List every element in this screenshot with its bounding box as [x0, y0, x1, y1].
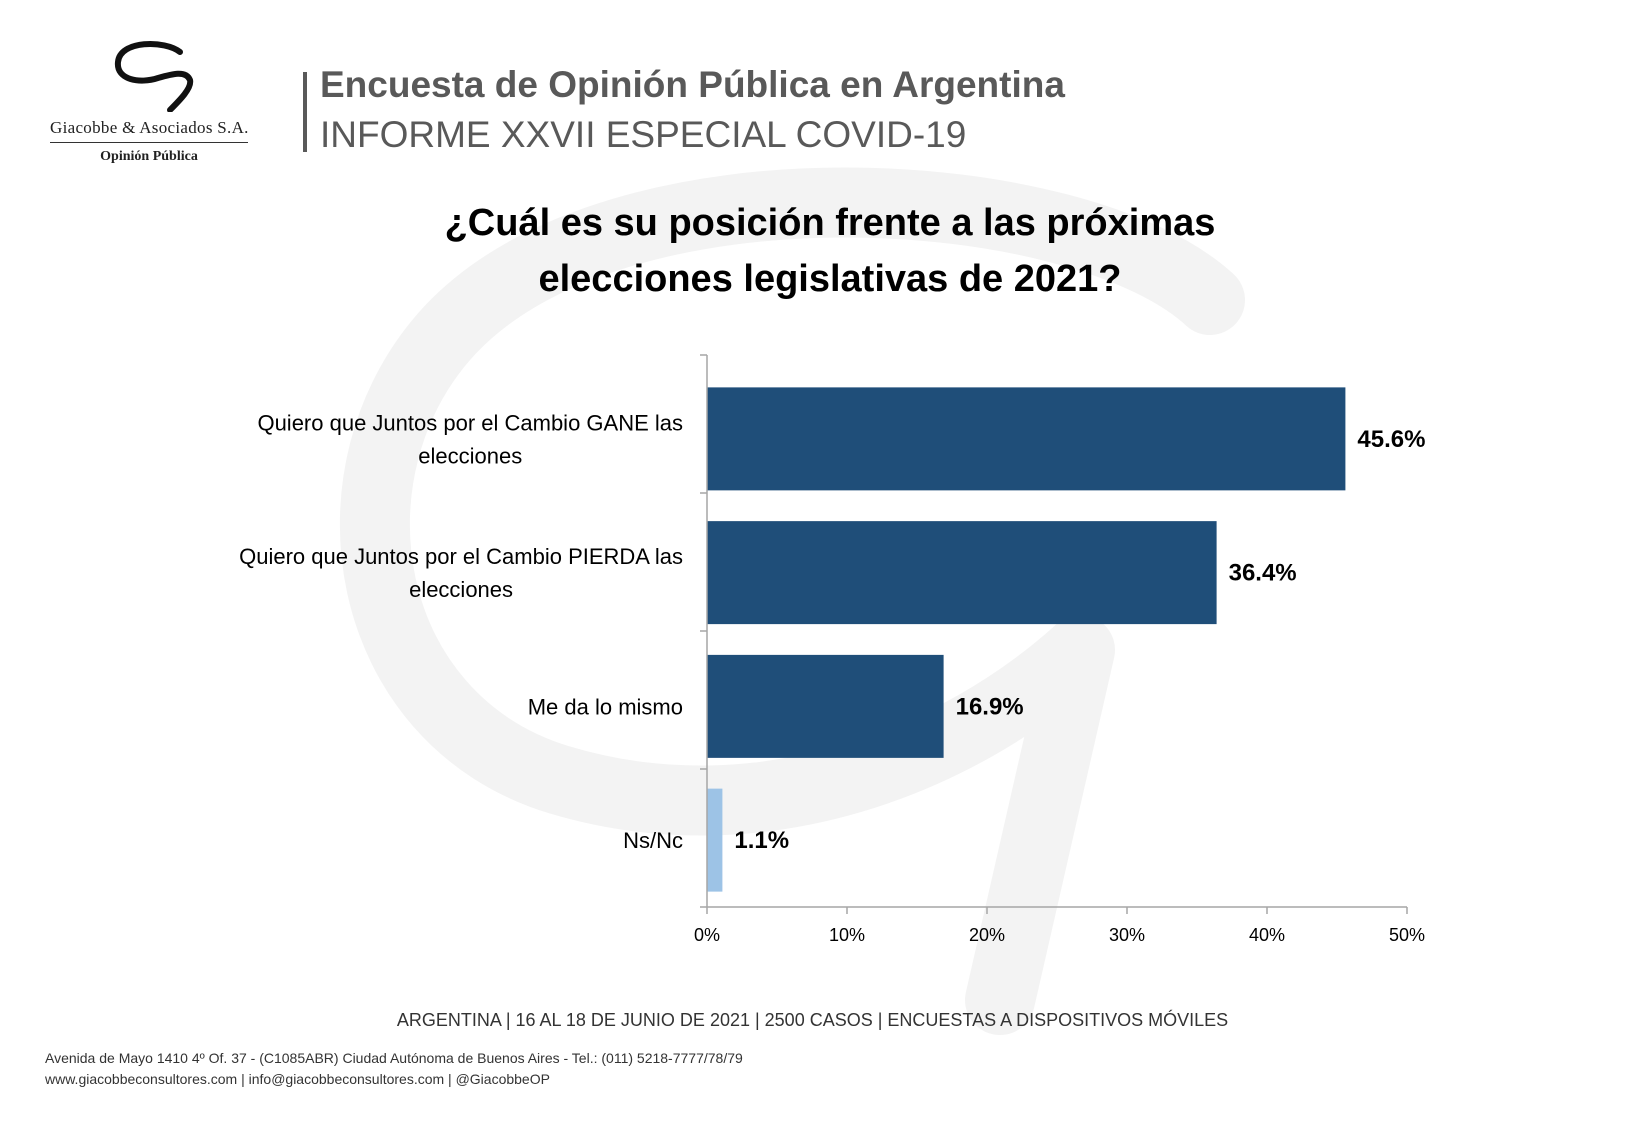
company-name: Giacobbe & Asociados S.A.: [50, 118, 249, 137]
category-label-3: Ns/Nc: [623, 828, 683, 853]
bar-3: [707, 788, 723, 892]
x-tick-label-1: 10%: [829, 925, 865, 945]
category-label-1: Quiero que Juntos por el Cambio PIERDA l…: [239, 544, 683, 602]
category-label-0: Quiero que Juntos por el Cambio GANE las…: [257, 410, 683, 468]
x-tick-label-2: 20%: [969, 925, 1005, 945]
data-label-1: 36.4%: [1229, 560, 1297, 587]
data-label-3: 1.1%: [734, 827, 789, 854]
category-label-0-line-0: Quiero que Juntos por el Cambio GANE las: [257, 410, 683, 435]
company-contact: www.giacobbeconsultores.com | info@giaco…: [45, 1071, 550, 1087]
report-title: Encuesta de Opinión Pública en Argentina: [320, 64, 1065, 105]
question-line-1: ¿Cuál es su posición frente a las próxim…: [444, 202, 1216, 244]
category-label-0-line-1: elecciones: [418, 443, 522, 468]
x-tick-label-0: 0%: [694, 925, 720, 945]
company-tagline: Opinión Pública: [100, 149, 198, 164]
x-tick-label-3: 30%: [1109, 925, 1145, 945]
category-label-1-line-0: Quiero que Juntos por el Cambio PIERDA l…: [239, 544, 683, 569]
logo-mark-icon: [115, 41, 194, 112]
data-label-0: 45.6%: [1357, 426, 1425, 453]
bar-0: [707, 387, 1346, 491]
category-label-2: Me da lo mismo: [528, 694, 683, 719]
survey-info: ARGENTINA | 16 AL 18 DE JUNIO DE 2021 | …: [396, 1010, 1229, 1030]
company-logo: Giacobbe & Asociados S.A. Opinión Públic…: [50, 40, 260, 165]
data-label-2: 16.9%: [956, 693, 1024, 720]
report-subtitle: INFORME XXVII ESPECIAL COVID-19: [320, 114, 967, 155]
logo-divider: [50, 142, 248, 143]
bar-2: [707, 654, 944, 758]
category-label-1-line-1: elecciones: [409, 577, 513, 602]
company-address: Avenida de Mayo 1410 4º Of. 37 - (C1085A…: [45, 1050, 743, 1066]
x-tick-label-5: 50%: [1389, 925, 1425, 945]
x-tick-label-4: 40%: [1249, 925, 1285, 945]
bar-1: [707, 521, 1217, 625]
question-line-2: elecciones legislativas de 2021?: [538, 258, 1122, 300]
category-label-3-line-0: Ns/Nc: [623, 828, 683, 853]
chart-question: ¿Cuál es su posición frente a las próxim…: [330, 195, 1330, 307]
header-accent-bar: [303, 72, 307, 152]
category-label-2-line-0: Me da lo mismo: [528, 694, 683, 719]
